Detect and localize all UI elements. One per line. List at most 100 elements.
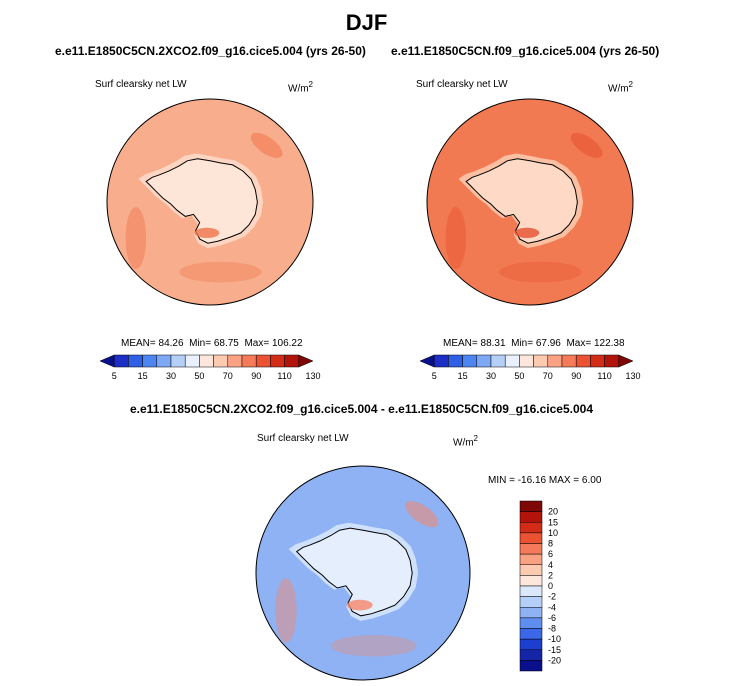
- panel3-units-label: W/m2: [453, 434, 478, 449]
- map-border: [106, 98, 314, 306]
- colorbar-tick-label: -8: [548, 624, 556, 634]
- colorbar-tick-label: -10: [548, 634, 561, 644]
- colorbar-tick-label: 10: [548, 528, 558, 538]
- colorbar-tick-label: 15: [458, 371, 468, 381]
- colorbar-box: [170, 354, 186, 368]
- colorbar-tick-label: 5: [432, 371, 437, 381]
- panel1-max-label: Max=: [244, 338, 270, 349]
- colorbar-box: [590, 354, 605, 368]
- page-title: DJF: [345, 10, 388, 35]
- panel2-min-label: Min=: [511, 338, 534, 349]
- colorbar-box: [547, 354, 563, 368]
- colorbar-box: [419, 354, 435, 368]
- panel1-variable-label: Surf clearsky net LW: [95, 79, 187, 90]
- antarctica-coastline: [465, 158, 578, 244]
- ocean-anomaly: [250, 132, 283, 158]
- colorbar-box: [519, 596, 543, 608]
- colorbar-tick-label: 30: [486, 371, 496, 381]
- map-panel-3: [255, 465, 471, 681]
- colorbar-box: [448, 354, 463, 368]
- colorbar-box: [433, 354, 449, 368]
- colorbar-box: [128, 354, 143, 368]
- ocean-anomaly: [570, 132, 603, 158]
- ross-sea-anomaly: [194, 227, 220, 239]
- colorbar-tick-label: 130: [305, 371, 320, 381]
- colorbar-box: [519, 649, 543, 661]
- colorbar-tick-label: 50: [514, 371, 524, 381]
- colorbar-box: [504, 354, 520, 368]
- colorbar-tick-label: 130: [625, 371, 640, 381]
- colorbar-box: [519, 585, 543, 597]
- colorbar-panel-2: 5 15 30 50 70 90 110 130: [419, 354, 641, 381]
- colorbar-tick-label: 70: [543, 371, 553, 381]
- antarctica-coastline: [295, 527, 413, 617]
- colorbar-box: [519, 543, 543, 555]
- panel2-max-value: 122.38: [593, 338, 625, 349]
- colorbar-tick-label: 90: [251, 371, 261, 381]
- colorbar-box: [519, 553, 543, 565]
- map-border: [426, 98, 634, 306]
- colorbar-panel-1: 5 15 30 50 70 90 110 130: [99, 354, 321, 381]
- ocean-anomaly: [125, 207, 147, 269]
- ocean-anomaly: [405, 501, 439, 528]
- panel1-units-label: W/m2: [288, 80, 313, 95]
- colorbar-tick-label: -6: [548, 613, 556, 623]
- colorbar-tick-label: 15: [138, 371, 148, 381]
- panel2-mean-label: MEAN=: [443, 338, 478, 349]
- colorbar-tick-label: 30: [166, 371, 176, 381]
- colorbar-tick-label: -4: [548, 602, 556, 612]
- colorbar-tick-label: -2: [548, 592, 556, 602]
- colorbar-tick-label: -15: [548, 645, 561, 655]
- colorbar-box: [113, 354, 129, 368]
- panel1-min-value: 68.75: [213, 338, 239, 349]
- map-panel-1: [106, 98, 314, 306]
- colorbar-box: [298, 354, 314, 368]
- colorbar-box: [476, 354, 492, 368]
- colorbar-box: [462, 354, 478, 368]
- ocean-anomaly: [330, 635, 417, 657]
- colorbar-box: [519, 564, 543, 576]
- map-border: [255, 465, 471, 681]
- antarctica-coastline: [145, 158, 258, 244]
- ross-sea-anomaly: [346, 599, 373, 611]
- map-panel-2: [426, 98, 634, 306]
- panel2-stats: MEAN= 88.31 Min= 67.96 Max= 122.38: [443, 338, 625, 349]
- panel2-mean-value: 88.31: [480, 338, 506, 349]
- panel1-max-value: 106.22: [271, 338, 303, 349]
- colorbar-box: [142, 354, 158, 368]
- colorbar-tick-label: 2: [548, 570, 553, 580]
- colorbar-box: [213, 354, 229, 368]
- colorbar-box: [519, 638, 543, 650]
- colorbar-tick-label: -20: [548, 655, 561, 665]
- panel2-max-label: Max=: [566, 338, 592, 349]
- colorbar-tick-label: 4: [548, 560, 553, 570]
- colorbar-tick-label: 90: [571, 371, 581, 381]
- colorbar-box: [519, 522, 543, 534]
- colorbar-box: [270, 354, 285, 368]
- colorbar-box: [519, 617, 543, 629]
- ocean-anomaly: [445, 207, 467, 269]
- colorbar-box: [490, 354, 506, 368]
- colorbar-box: [575, 354, 591, 368]
- colorbar-box: [519, 532, 543, 544]
- colorbar-box: [519, 575, 543, 587]
- panel1-stats: MEAN= 84.26 Min= 68.75 Max= 106.22: [121, 338, 303, 349]
- colorbar-box: [519, 628, 543, 640]
- colorbar-box: [519, 354, 534, 368]
- panel1-mean-value: 84.26: [158, 338, 184, 349]
- panel2-case-title: e.e11.E1850C5CN.f09_g16.cice5.004 (yrs 2…: [391, 44, 660, 58]
- colorbar-tick-label: 8: [548, 539, 553, 549]
- colorbar-box: [519, 660, 543, 672]
- ocean-anomaly: [275, 578, 297, 643]
- panel3-variable-label: Surf clearsky net LW: [257, 433, 349, 444]
- colorbar-tick-label: 50: [194, 371, 204, 381]
- colorbar-tick-label: 70: [223, 371, 233, 381]
- colorbar-tick-label: 110: [277, 371, 291, 381]
- colorbar-tick-label: 5: [112, 371, 117, 381]
- colorbar-tick-label: 15: [548, 517, 558, 527]
- panel3-case-title: e.e11.E1850C5CN.2XCO2.f09_g16.cice5.004 …: [130, 402, 593, 416]
- colorbar-tick-label: 20: [548, 507, 558, 517]
- ocean-anomaly: [179, 261, 262, 283]
- colorbar-box: [561, 354, 577, 368]
